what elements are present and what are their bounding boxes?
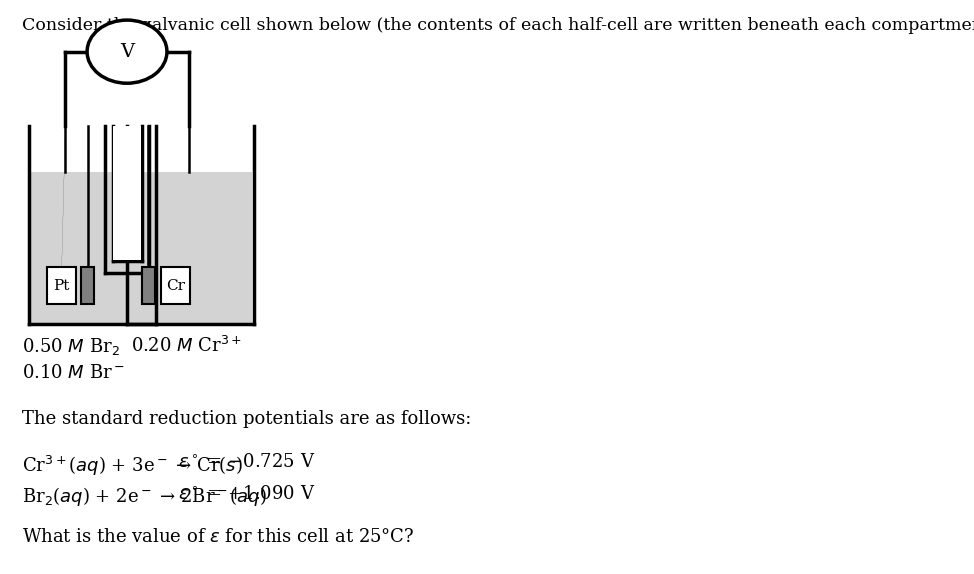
Text: Consider the galvanic cell shown below (the contents of each half-cell are writt: Consider the galvanic cell shown below (… [21,17,974,34]
Text: 0.20 $\mathit{M}$ Cr$^{3+}$: 0.20 $\mathit{M}$ Cr$^{3+}$ [131,336,242,356]
FancyBboxPatch shape [47,267,76,304]
Text: $\varepsilon$$^\circ$ = −0.725 V: $\varepsilon$$^\circ$ = −0.725 V [178,453,316,471]
Text: Br$_2$($\mathit{aq}$) + 2e$^-$ → 2Br$^-$($\mathit{aq}$): Br$_2$($\mathit{aq}$) + 2e$^-$ → 2Br$^-$… [21,485,267,508]
Text: Pt: Pt [54,278,70,293]
Text: V: V [120,42,134,61]
Text: Cr: Cr [167,278,185,293]
Circle shape [87,20,167,83]
Text: The standard reduction potentials are as follows:: The standard reduction potentials are as… [21,410,471,428]
Text: 0.10 $\mathit{M}$ Br$^-$: 0.10 $\mathit{M}$ Br$^-$ [21,364,125,382]
Polygon shape [31,172,154,323]
Text: $\varepsilon$$^\circ$ = +1.090 V: $\varepsilon$$^\circ$ = +1.090 V [178,485,316,503]
Polygon shape [113,126,141,260]
FancyBboxPatch shape [161,267,190,304]
Text: Cr$^{3+}$($\mathit{aq}$) + 3e$^-$ → Cr($\mathit{s}$): Cr$^{3+}$($\mathit{aq}$) + 3e$^-$ → Cr($… [21,453,243,478]
Polygon shape [130,172,252,323]
FancyBboxPatch shape [81,267,94,304]
Text: 0.50 $\mathit{M}$ Br$_2$: 0.50 $\mathit{M}$ Br$_2$ [21,336,120,357]
Text: What is the value of $\varepsilon$ for this cell at 25°C?: What is the value of $\varepsilon$ for t… [21,528,414,546]
FancyBboxPatch shape [141,267,155,304]
